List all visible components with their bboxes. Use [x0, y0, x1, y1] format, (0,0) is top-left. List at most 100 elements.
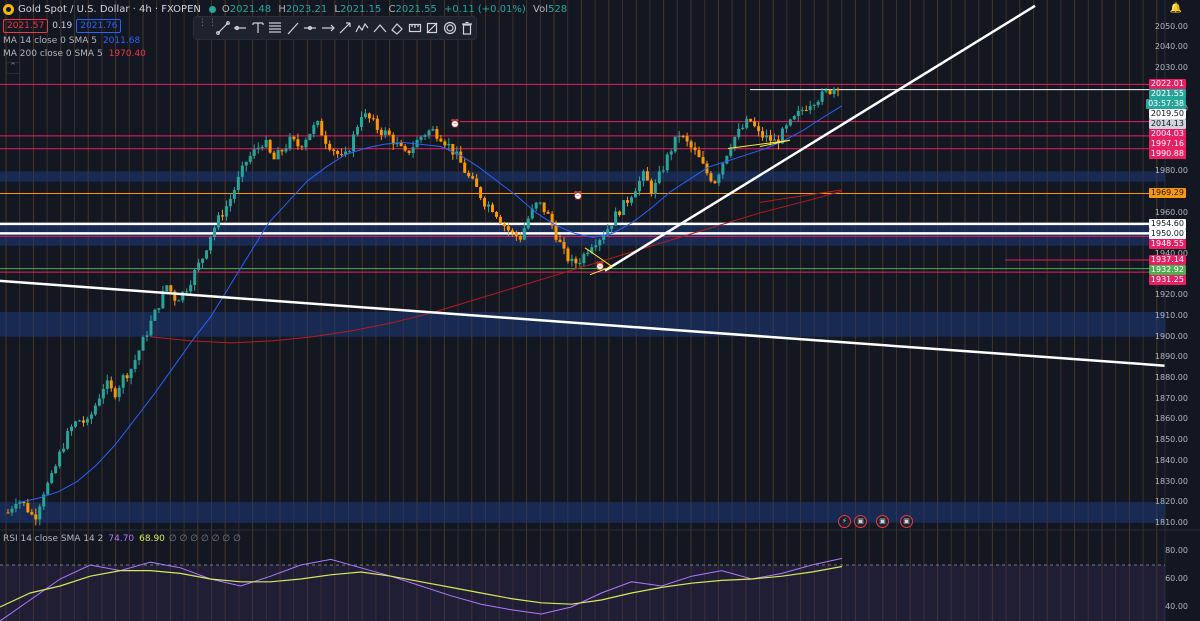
settings-icon[interactable] — [441, 19, 458, 37]
price-axis-tick: 1870.00 — [1154, 393, 1188, 403]
candle-body — [344, 151, 348, 155]
horizontal-line-icon[interactable] — [301, 19, 318, 37]
price-axis-tick: 1920.00 — [1154, 290, 1188, 300]
price-tag: 2019.50 — [1148, 109, 1186, 120]
economic-event-icon[interactable]: ▣ — [876, 515, 889, 528]
candle-body — [81, 420, 85, 423]
candle-body — [550, 213, 554, 226]
candle-body — [463, 162, 467, 173]
candle-body — [419, 136, 423, 140]
candle-body — [201, 258, 205, 263]
candle-body — [741, 127, 745, 129]
measure-icon[interactable] — [406, 19, 423, 37]
candle-body — [189, 284, 193, 292]
candle-body — [248, 155, 252, 162]
economic-event-icon[interactable]: ▣ — [854, 515, 867, 528]
ma200-label: MA 200 close 0 SMA 5 — [3, 49, 103, 59]
arrow-icon[interactable] — [319, 19, 336, 37]
rsi-label: RSI 14 close SMA 14 2 — [3, 534, 104, 544]
symbol-title[interactable]: Gold Spot / U.S. Dollar · 4h · FXOPEN — [18, 3, 201, 15]
collapse-legend-icon[interactable]: ⌃ — [6, 62, 20, 74]
candle-body — [800, 110, 804, 112]
candle-body — [74, 421, 78, 427]
triangle-pattern — [584, 247, 614, 276]
rsi-value: 74.70 — [108, 534, 135, 544]
triangle-pattern — [727, 139, 791, 150]
candle-body — [574, 258, 578, 264]
candle-body — [141, 336, 145, 351]
candle-body — [157, 308, 161, 310]
delete-icon[interactable] — [459, 19, 476, 37]
price-tag: 2021.55 — [1148, 89, 1186, 100]
candle-body — [784, 125, 788, 129]
candle-body — [42, 494, 46, 507]
candle-body — [709, 173, 713, 182]
candle-body — [753, 121, 757, 127]
projection-icon[interactable] — [371, 19, 388, 37]
candle-body — [109, 380, 113, 389]
trend-line-icon[interactable] — [214, 19, 231, 37]
candle-body — [749, 118, 753, 122]
price-range-icon[interactable] — [336, 19, 353, 37]
symbol-logo-icon — [3, 3, 14, 15]
hide-drawings-icon[interactable] — [424, 19, 441, 37]
text-icon[interactable] — [249, 19, 266, 37]
candle-body — [514, 232, 518, 237]
economic-event-icon[interactable]: ▣ — [900, 515, 913, 528]
candle-body — [661, 170, 665, 172]
alert-bell-icon[interactable]: 🔔 — [1169, 3, 1182, 14]
market-status-icon — [208, 5, 216, 13]
eraser-icon[interactable] — [389, 19, 406, 37]
price-axis-tick: 1830.00 — [1154, 476, 1188, 486]
candle-body — [193, 269, 197, 285]
horizontal-ray-icon[interactable] — [231, 19, 248, 37]
path-icon[interactable] — [354, 19, 371, 37]
candle-body — [77, 420, 81, 422]
candle-body — [510, 230, 514, 233]
brush-icon[interactable] — [284, 19, 301, 37]
price-tag: 2004.03 — [1148, 129, 1186, 140]
candle-body — [117, 387, 121, 398]
candle-body — [30, 512, 34, 515]
change-value: +0.11 (+0.01%) — [444, 3, 526, 15]
candle-body — [471, 176, 475, 179]
candle-body — [399, 142, 403, 147]
candle-body — [582, 254, 586, 264]
fib-retracement-icon[interactable] — [266, 19, 283, 37]
candle-body — [828, 90, 832, 95]
price-tag: 2022.01 — [1148, 79, 1186, 90]
ma14-legend[interactable]: MA 14 close 0 SMA 5 2011.68 — [3, 36, 140, 46]
drag-handle-icon[interactable]: ⋮⋮ — [198, 18, 218, 28]
candle-body — [431, 129, 435, 131]
candle-body — [423, 135, 427, 137]
candle-body — [137, 350, 141, 361]
buy-price-button[interactable]: 2021.76 — [76, 19, 122, 33]
ma200-legend[interactable]: MA 200 close 0 SMA 5 1970.40 — [3, 49, 146, 59]
price-axis-tick: 1910.00 — [1154, 311, 1188, 321]
price-axis-tick: 2050.00 — [1154, 21, 1188, 31]
candle-body — [498, 216, 502, 224]
candle-body — [645, 171, 649, 181]
price-tag: 1950.00 — [1148, 228, 1186, 239]
candle-body — [228, 198, 232, 207]
drawing-toolbar: ⋮⋮ — [193, 16, 477, 40]
candle-body — [824, 90, 828, 92]
rsi-legend[interactable]: RSI 14 close SMA 14 2 74.70 68.90 ∅ ∅ ∅ ∅ ∅… — [3, 534, 241, 544]
candle-body — [348, 151, 352, 153]
price-tag: 03:57:38 — [1146, 99, 1186, 110]
candle-body — [677, 136, 681, 138]
price-tag: 1997.16 — [1148, 139, 1186, 150]
price-axis-tick: 2030.00 — [1154, 62, 1188, 72]
candle-body — [113, 388, 117, 398]
candle-body — [165, 285, 169, 292]
price-axis-tick: 1880.00 — [1154, 373, 1188, 383]
candle-body — [506, 226, 510, 231]
price-axis-tick: 1850.00 — [1154, 435, 1188, 445]
economic-event-icon[interactable]: ⚡ — [838, 515, 851, 528]
candle-body — [701, 157, 705, 164]
candle-body — [252, 149, 256, 156]
sell-price-button[interactable]: 2021.57 — [3, 19, 49, 33]
price-tag: 1932.92 — [1148, 264, 1186, 275]
candle-body — [161, 291, 165, 309]
